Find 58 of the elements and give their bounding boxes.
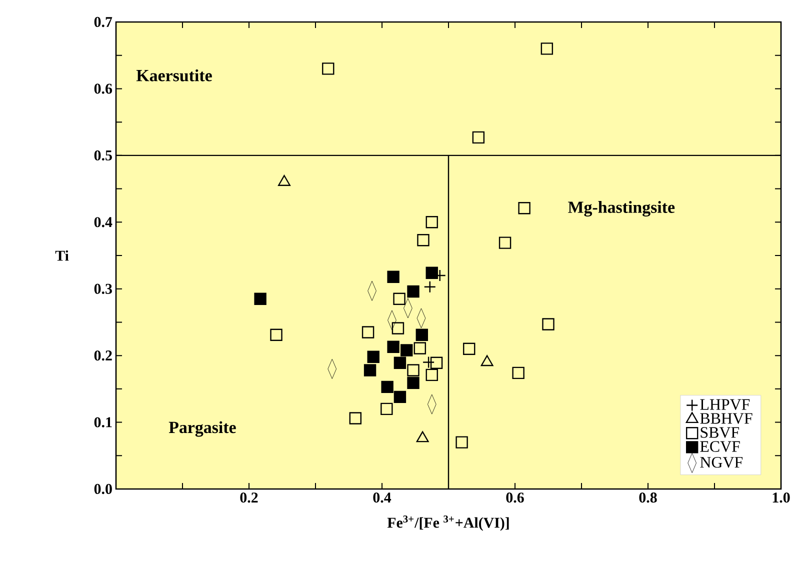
point <box>400 344 413 356</box>
point <box>417 234 430 246</box>
point <box>387 340 400 353</box>
point <box>540 42 554 55</box>
legend-label: BBHVF <box>700 413 752 424</box>
y-axis-title: Ti <box>55 250 69 261</box>
point <box>542 318 554 330</box>
point <box>512 366 524 380</box>
x-tick-label: 0.6 <box>506 492 524 503</box>
y-tick-label: 0.2 <box>94 350 112 361</box>
annotation: Pargasite <box>168 421 236 437</box>
point <box>426 266 438 279</box>
x-tick-label: 0.8 <box>639 492 657 503</box>
y-tick-label: 0.3 <box>94 284 112 294</box>
y-tick-label: 0.1 <box>94 417 112 428</box>
point <box>349 412 362 424</box>
point <box>367 350 380 364</box>
point <box>270 328 282 341</box>
point <box>362 326 374 338</box>
point <box>254 292 266 305</box>
y-tick-label: 0.0 <box>94 484 112 494</box>
point <box>456 436 468 448</box>
point <box>364 364 376 376</box>
point <box>480 355 494 366</box>
x-tick-label: 1.0 <box>772 492 790 503</box>
point <box>380 402 393 416</box>
point <box>498 236 512 249</box>
point <box>416 328 428 341</box>
y-tick-label: 0.6 <box>94 84 112 94</box>
point <box>407 376 420 390</box>
legend-label: LHPVF <box>700 399 750 410</box>
y-tick-label: 0.5 <box>94 150 112 161</box>
y-tick-label: 0.4 <box>94 217 112 228</box>
point <box>426 368 438 382</box>
point <box>463 342 476 355</box>
annotation: Mg-hastingsite <box>568 201 675 217</box>
point <box>414 342 426 354</box>
legend-label: SBVF <box>700 427 739 438</box>
x-axis-title: Fe$^{3+}$/[Fe $^{3+}$+Al(VI)] <box>387 516 509 531</box>
point <box>407 364 420 376</box>
x-tick-label: 0.2 <box>240 492 258 503</box>
x-tick-label: 0.4 <box>373 492 392 503</box>
point <box>381 380 394 394</box>
point <box>416 431 429 442</box>
point <box>393 292 406 305</box>
point <box>407 285 420 298</box>
point <box>387 270 400 283</box>
point <box>392 322 404 334</box>
annotation: Kaersutite <box>136 69 212 82</box>
point <box>394 390 406 404</box>
point <box>472 131 485 144</box>
y-tick-label: 0.7 <box>94 16 112 28</box>
point <box>426 216 438 228</box>
legend-label: ECVF <box>700 441 740 452</box>
point <box>518 202 530 214</box>
point <box>394 356 406 370</box>
legend-label: NGVF <box>700 456 743 468</box>
point <box>322 62 334 75</box>
